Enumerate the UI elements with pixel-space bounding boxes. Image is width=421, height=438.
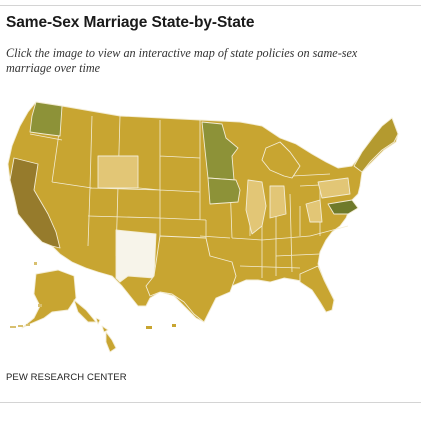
- source-credit: PEW RESEARCH CENTER: [6, 372, 127, 383]
- state-new-england: [353, 117, 399, 173]
- territory-islands: [146, 324, 176, 329]
- state-washington: [29, 101, 63, 137]
- state-new-mexico: [115, 229, 157, 283]
- state-michigan: [261, 141, 301, 179]
- interactive-map-link[interactable]: [0, 86, 421, 368]
- state-lines-west: [29, 105, 207, 257]
- state-illinois: [245, 179, 267, 235]
- state-california: [9, 157, 61, 249]
- state-pennsylvania: [317, 177, 351, 199]
- us-map: [7, 101, 399, 353]
- state-indiana: [269, 185, 287, 219]
- state-texas: [145, 235, 237, 323]
- state-florida: [299, 265, 335, 313]
- bottom-rule: [0, 402, 421, 403]
- state-west-virginia: [305, 199, 323, 223]
- state-hawaii: [95, 317, 117, 353]
- page-title: Same-Sex Marriage State-by-State: [6, 14, 255, 31]
- state-maryland: [327, 199, 359, 215]
- aleutian-islands: [10, 262, 42, 328]
- state-iowa: [207, 177, 241, 205]
- subtitle: Click the image to view an interactive m…: [6, 46, 358, 75]
- state-alaska: [21, 269, 77, 329]
- state-wyoming: [97, 155, 139, 189]
- top-rule: [0, 5, 421, 6]
- alaska-panhandle: [73, 299, 97, 323]
